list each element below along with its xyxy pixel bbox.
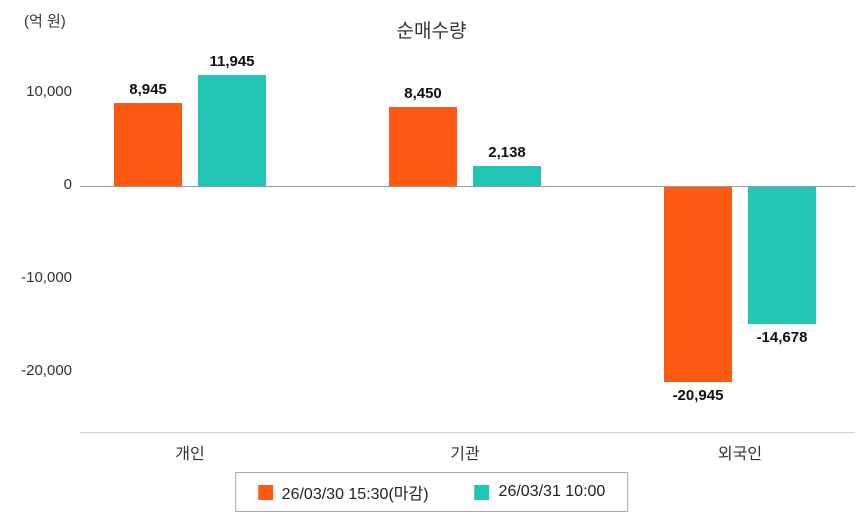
bar-s0-c1: [389, 107, 457, 186]
bar-s1-c0: [198, 74, 266, 186]
bar-s1-c2: [748, 187, 816, 324]
chart-title: 순매수량: [396, 21, 467, 42]
legend: 26/03/30 15:30(마감) 26/03/31 10:00: [234, 472, 629, 512]
x-category-label: 외국인: [717, 446, 763, 463]
bar-s1-c1: [473, 166, 541, 186]
bar-value-label: 8,450: [404, 85, 442, 103]
legend-swatch-series2: [474, 484, 490, 500]
y-tick-label: 0: [63, 176, 72, 193]
x-axis-line: [80, 432, 855, 433]
x-category-label: 기관: [450, 446, 480, 463]
x-category-label: 개인: [175, 446, 205, 463]
legend-item-series1: 26/03/30 15:30(마감): [257, 480, 429, 504]
y-axis-unit-label: (억 원): [24, 13, 66, 30]
bar-s0-c0: [114, 102, 182, 186]
y-tick-label: -10,000: [21, 269, 72, 286]
bar-value-label: 8,945: [129, 80, 167, 98]
legend-label-series2: 26/03/31 10:00: [498, 483, 606, 500]
zero-gridline: [80, 186, 855, 187]
bar-s0-c2: [664, 187, 732, 382]
bar-value-label: -20,945: [672, 386, 724, 404]
legend-swatch-series1: [257, 484, 273, 500]
legend-label-series1: 26/03/30 15:30(마감): [281, 486, 429, 503]
legend-item-series2: 26/03/31 10:00: [474, 483, 606, 501]
bar-value-label: -14,678: [756, 328, 808, 346]
bar-value-label: 11,945: [209, 52, 255, 70]
bar-value-label: 2,138: [488, 144, 526, 162]
y-tick-label: -20,000: [21, 362, 72, 379]
y-tick-label: 10,000: [26, 83, 72, 100]
